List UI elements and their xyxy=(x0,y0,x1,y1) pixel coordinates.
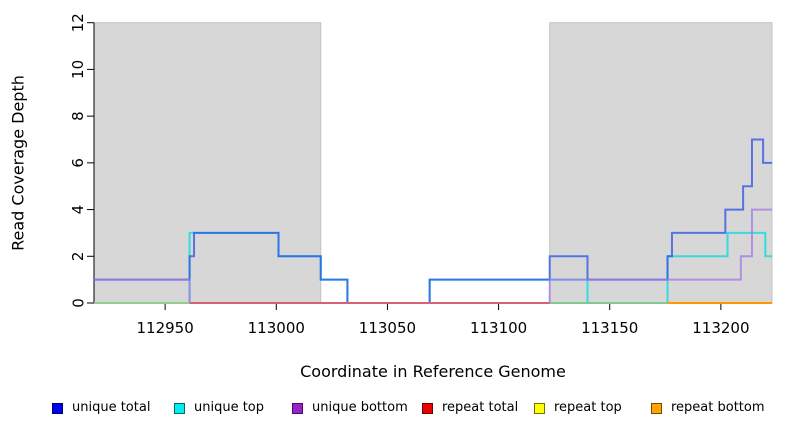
y-tick-label: 6 xyxy=(69,158,87,168)
legend-item-repeat-bottom: repeat bottom xyxy=(651,399,765,417)
legend-item-unique-bottom: unique bottom xyxy=(292,399,408,417)
y-tick-label: 10 xyxy=(69,60,87,79)
legend-swatch-icon xyxy=(52,402,63,414)
legend-item-repeat-top: repeat top xyxy=(534,399,622,417)
y-axis-title: Read Coverage Depth xyxy=(8,75,28,251)
legend-swatch-icon xyxy=(422,402,433,414)
legend-label: repeat total xyxy=(442,400,519,415)
legend-swatch-icon xyxy=(534,402,545,414)
y-tick-label: 8 xyxy=(69,111,87,121)
x-tick-label: 113200 xyxy=(692,319,749,337)
legend-label: repeat top xyxy=(554,400,622,415)
legend-swatch-icon xyxy=(651,402,662,414)
legend-label: unique bottom xyxy=(312,400,408,415)
legend-label: unique top xyxy=(194,400,265,415)
legend-swatch-icon xyxy=(174,402,185,414)
y-tick-label: 0 xyxy=(69,298,87,308)
x-axis-title: Coordinate in Reference Genome xyxy=(300,362,566,381)
series-line-unique-total xyxy=(94,138,772,304)
y-tick-label: 12 xyxy=(69,13,87,32)
legend-swatch-icon xyxy=(292,402,303,414)
left-repeat-region xyxy=(93,22,322,304)
right-repeat-region xyxy=(549,22,773,304)
legend-item-repeat-total: repeat total xyxy=(422,399,518,417)
x-tick-label: 113100 xyxy=(470,319,527,337)
x-tick-label: 112950 xyxy=(137,319,194,337)
legend-item-unique-total: unique total xyxy=(52,399,150,417)
y-tick-label: 4 xyxy=(69,205,87,215)
x-tick-label: 113050 xyxy=(359,319,416,337)
legend-label: repeat bottom xyxy=(671,400,765,415)
x-tick-label: 113150 xyxy=(581,319,638,337)
legend-item-unique-top: unique top xyxy=(174,399,264,417)
series-line-unique-bottom xyxy=(94,208,772,304)
chart-legend: unique total unique top unique bottom repea… xyxy=(0,399,792,421)
y-tick-label: 2 xyxy=(69,252,87,262)
x-tick-label: 113000 xyxy=(248,319,305,337)
legend-label: unique total xyxy=(72,400,151,415)
